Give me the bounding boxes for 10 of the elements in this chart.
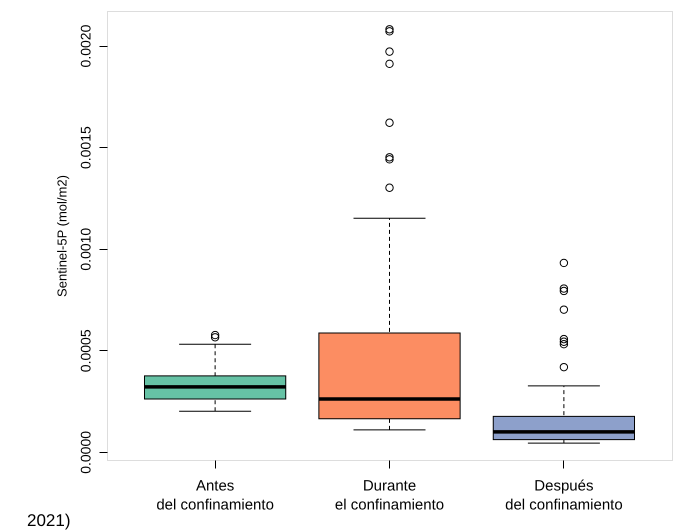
y-tick-label: 0.0010 xyxy=(78,228,94,271)
x-tick-label: Después del confinamiento xyxy=(505,478,623,514)
y-tick-label: 0.0005 xyxy=(78,329,94,372)
y-tick-label: 0.0015 xyxy=(78,126,94,170)
y-tick-label: 0.0020 xyxy=(78,24,94,68)
text: 2021) xyxy=(27,511,70,530)
y-tick-label: 0.0000 xyxy=(78,430,94,474)
x-tick-label: Durante el confinamiento xyxy=(334,478,444,514)
y-axis-title: Sentinel-5P (mol/m2) xyxy=(54,175,70,297)
x-tick-label: Antes del confinamiento xyxy=(156,478,274,514)
